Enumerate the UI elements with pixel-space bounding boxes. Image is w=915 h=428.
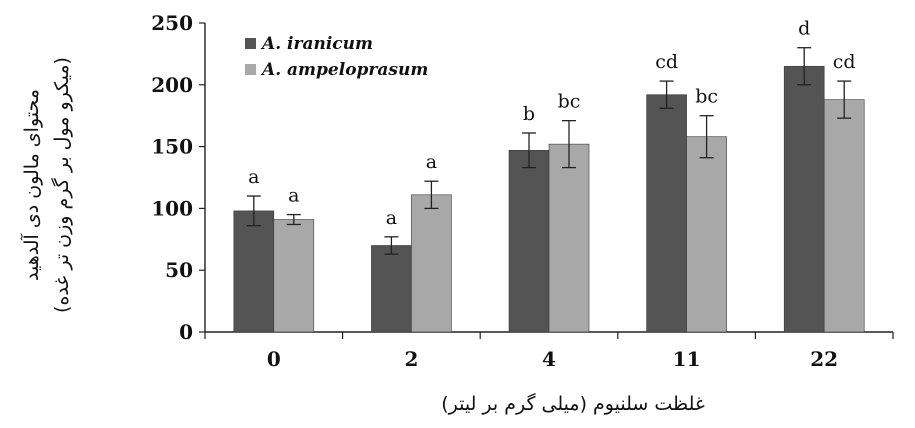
bar	[233, 210, 275, 333]
y-tick-label: 150	[151, 135, 193, 159]
y-axis-title-line1: محتوای مالون دی آلدهید	[19, 89, 43, 281]
legend-swatch	[245, 64, 256, 75]
bar	[646, 94, 687, 333]
y-tick-label: 200	[151, 73, 193, 97]
legend-label: A. ampeloprasum	[260, 60, 428, 80]
x-tick-label: 0	[267, 347, 281, 371]
significance-letter: bc	[695, 86, 718, 108]
legend-label: A. iranicum	[260, 34, 373, 54]
bar	[823, 99, 865, 333]
bars	[233, 65, 865, 333]
y-tick-label: 0	[179, 320, 193, 344]
error-bars	[246, 47, 852, 255]
x-tick-label: 4	[542, 347, 556, 371]
bar	[783, 65, 825, 333]
x-tick-label: 2	[404, 347, 418, 371]
significance-letter: cd	[833, 51, 856, 73]
y-tick-label: 250	[151, 11, 193, 35]
significance-letter: d	[798, 18, 810, 40]
x-tick-label: 11	[673, 347, 701, 371]
bar	[548, 143, 590, 333]
legend-swatch	[245, 38, 256, 49]
tick-labels: 0 50 100 150 200 250 0 2 4 11 22	[151, 11, 838, 371]
significance-letter: a	[288, 185, 299, 207]
significance-letter: a	[426, 151, 437, 173]
y-tick-label: 100	[151, 196, 193, 220]
y-tick-label: 50	[165, 258, 193, 282]
bar	[508, 150, 550, 333]
bar	[371, 245, 412, 333]
bar	[411, 194, 452, 333]
bar	[273, 219, 315, 333]
bar	[686, 136, 727, 333]
significance-letter: a	[248, 166, 259, 188]
significance-letter: b	[523, 103, 535, 125]
significance-letter: cd	[655, 51, 678, 73]
significance-letter: bc	[558, 91, 581, 113]
x-tick-label: 22	[810, 347, 838, 371]
significance-letter: a	[386, 207, 397, 229]
y-axis-title-line2: (میکرو مول بر گرم وزن تر غده)	[50, 57, 73, 313]
axis-titles: محتوای مالون دی آلدهید (میکرو مول بر گرم…	[19, 57, 705, 415]
legend: A. iranicum A. ampeloprasum	[245, 34, 428, 80]
x-axis-title: غلظت سلنیوم (میلی گرم بر لیتر)	[441, 392, 705, 415]
